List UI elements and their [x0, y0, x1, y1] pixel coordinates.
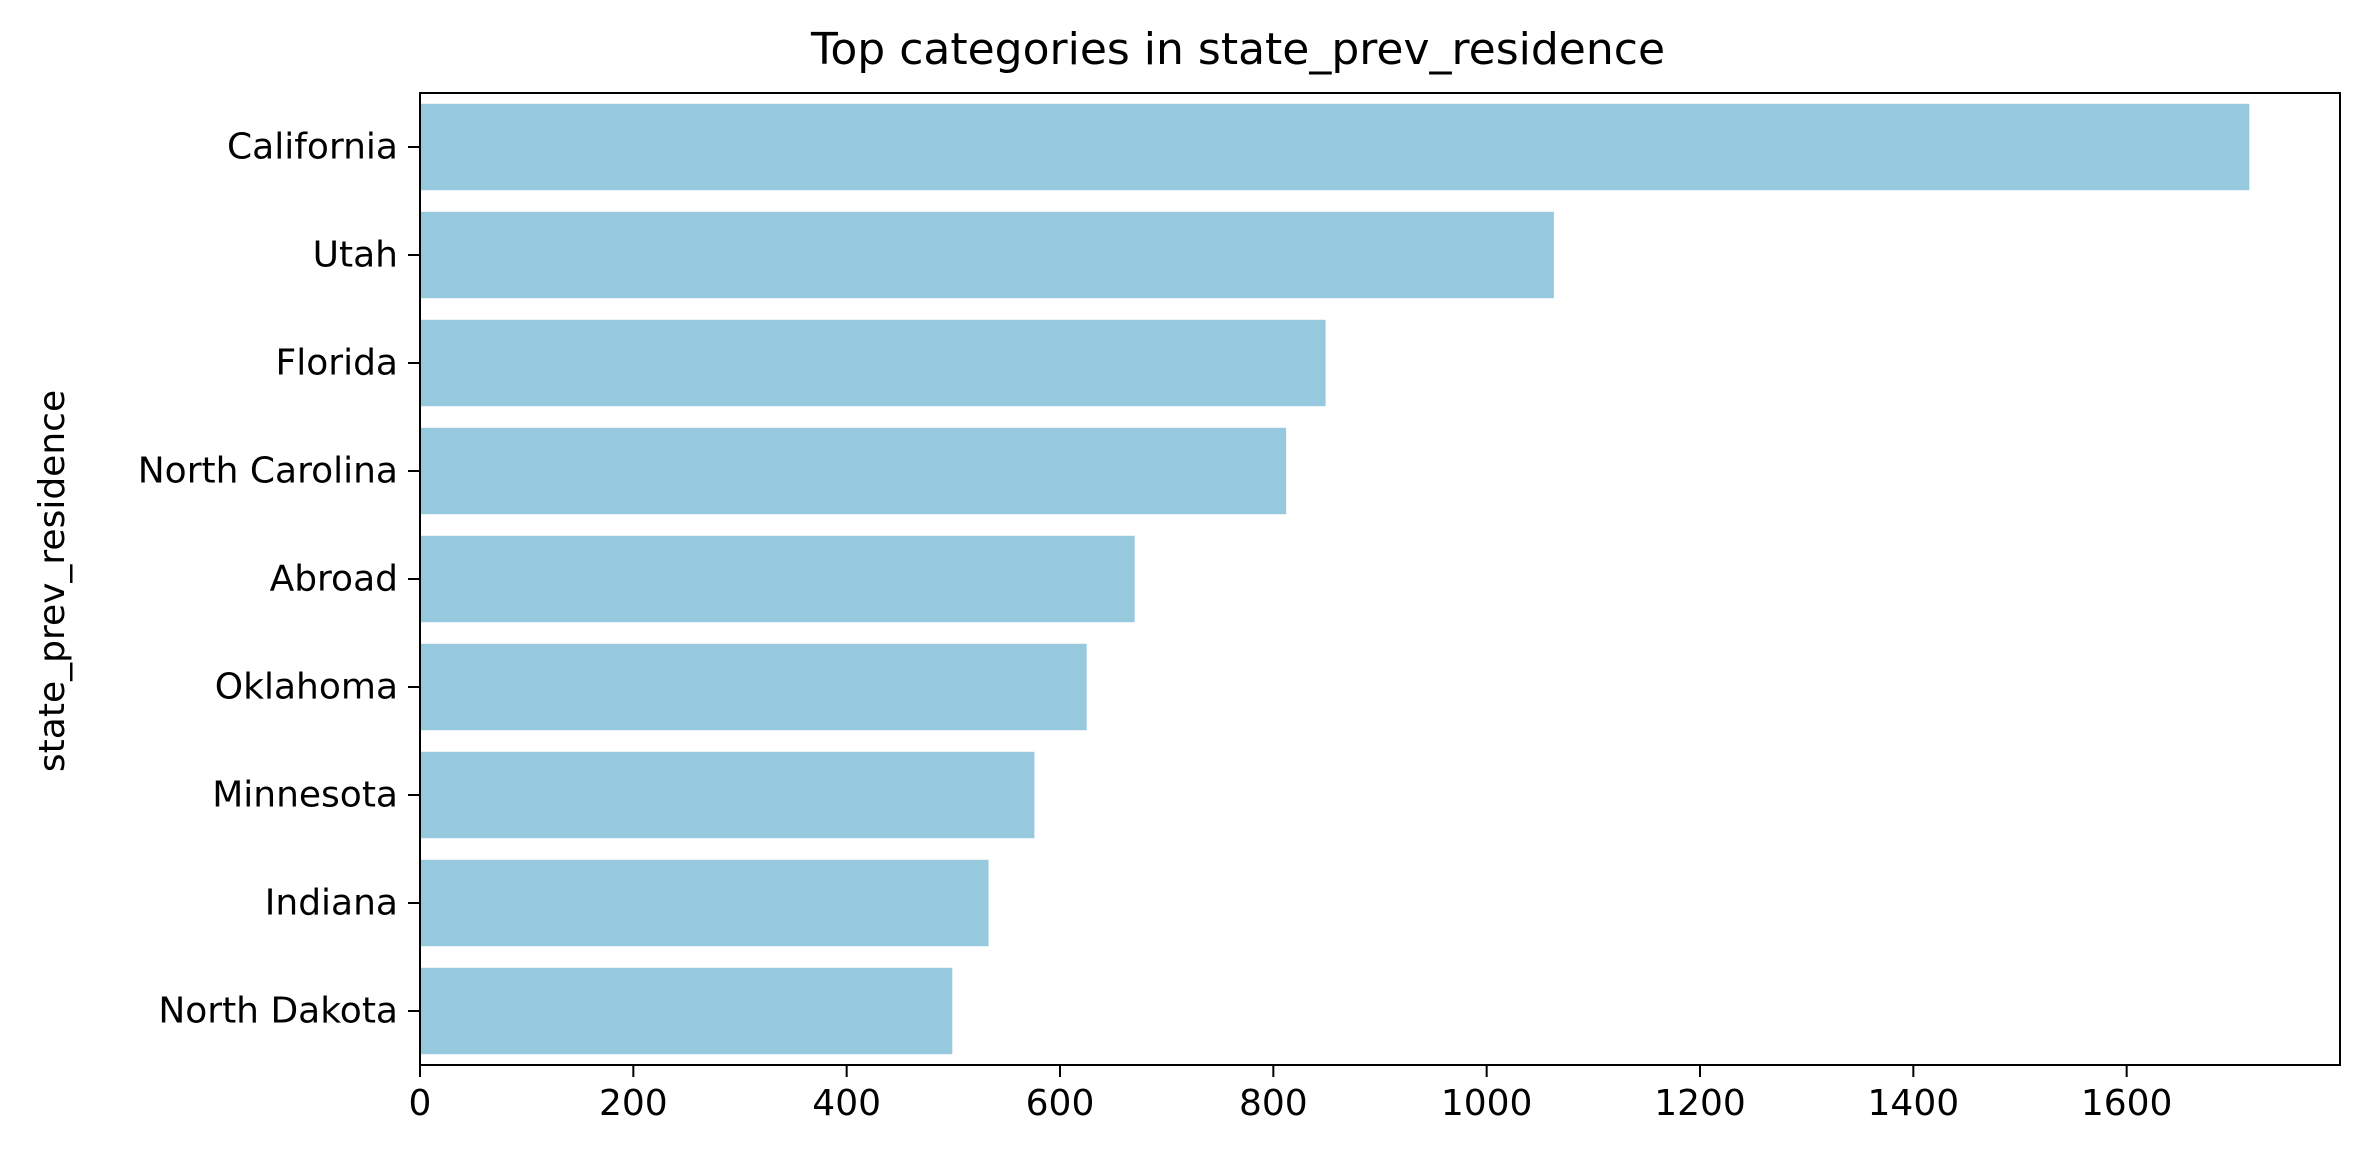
x-tick-label: 1400 — [1868, 1083, 1960, 1124]
y-tick-label: Abroad — [270, 559, 398, 600]
y-tick-label: Minnesota — [212, 775, 398, 816]
y-tick-label: North Dakota — [158, 991, 398, 1032]
y-tick-label: Oklahoma — [215, 667, 398, 708]
y-axis-ticks: California Utah Florida North Carolina Abroa… — [138, 127, 420, 1032]
bar-abroad — [420, 535, 1135, 623]
bar-north-dakota — [420, 967, 953, 1055]
bar-florida — [420, 319, 1326, 407]
x-tick-label: 0 — [409, 1083, 432, 1124]
x-tick-label: 600 — [1026, 1083, 1095, 1124]
bar-california — [420, 103, 2250, 191]
x-tick-label: 400 — [812, 1083, 881, 1124]
x-tick-label: 800 — [1239, 1083, 1308, 1124]
y-axis-label: state_prev_residence — [32, 390, 73, 772]
bar-indiana — [420, 859, 989, 947]
y-tick-label: California — [227, 127, 398, 168]
bar-utah — [420, 211, 1554, 299]
bars-group — [420, 103, 2250, 1055]
plot-frame — [419, 92, 2341, 1066]
y-tick-label: Indiana — [265, 883, 398, 924]
chart-title: Top categories in state_prev_residence — [810, 24, 1665, 75]
bar-north-carolina — [420, 427, 1287, 515]
x-tick-label: 200 — [599, 1083, 668, 1124]
y-tick-label: Utah — [313, 235, 398, 276]
y-tick-label: Florida — [276, 343, 398, 384]
x-tick-label: 1200 — [1654, 1083, 1746, 1124]
y-tick-label: North Carolina — [138, 451, 398, 492]
x-tick-label: 1600 — [2081, 1083, 2173, 1124]
bar-minnesota — [420, 751, 1035, 839]
x-tick-label: 1000 — [1441, 1083, 1533, 1124]
bar-oklahoma — [420, 643, 1087, 731]
x-axis-ticks: 0 200 400 600 800 1000 1200 1400 1600 — [409, 1065, 2173, 1124]
